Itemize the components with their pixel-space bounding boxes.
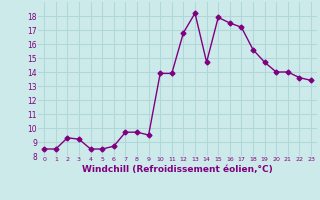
X-axis label: Windchill (Refroidissement éolien,°C): Windchill (Refroidissement éolien,°C) bbox=[82, 165, 273, 174]
